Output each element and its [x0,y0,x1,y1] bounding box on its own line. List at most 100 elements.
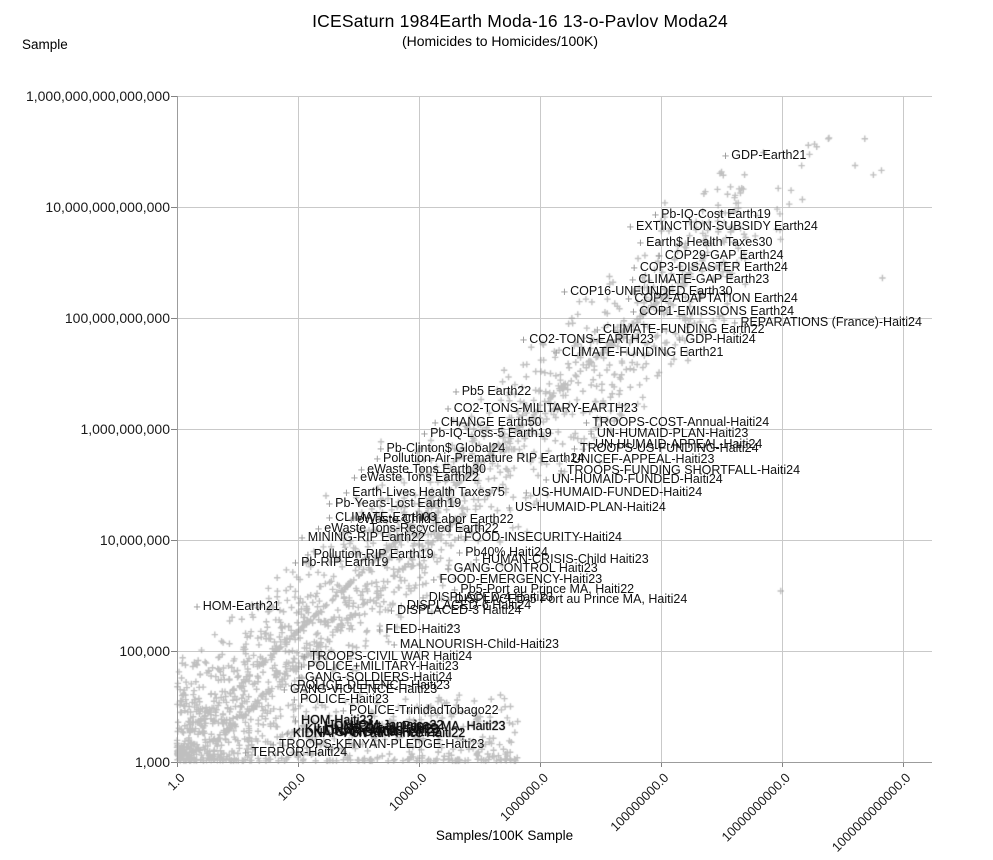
plus-marker: + [429,572,438,588]
plus-marker: + [626,218,635,234]
plus-marker: + [269,737,278,753]
plus-marker: + [295,669,304,685]
plus-marker: + [283,725,291,741]
plus-marker: + [630,260,638,276]
y-tick-label: 1,000,000,000,000,000 [25,88,170,104]
point-label: Pollution-Air-Premature RIP Earth24 [382,450,585,465]
plus-marker: + [347,511,356,527]
point-label: Earth$ Health Taxes30 [646,235,773,250]
plus-marker: + [560,283,569,299]
x-tick-mark [903,762,904,767]
plus-marker: + [342,484,351,500]
y-tick-mark [171,96,177,97]
point-label: COP29-GAP Earth24 [664,248,784,263]
plus-marker: + [280,681,289,697]
point-label: MINING-RIP Earth22 [307,529,425,544]
point-label: CLIMATE-FUNDING Earth22 [603,321,765,336]
plus-marker: + [297,659,306,675]
y-tick-label: 100,000 [119,643,170,659]
point-label: Pb5 Earth22 [461,384,532,399]
plus-marker: + [542,472,550,488]
point-label: Pollution-RIP Earth19 [313,546,434,561]
point-label: Pb-Clinton$ Global24 [386,440,506,455]
plus-marker: + [315,718,323,734]
y-tick-mark [171,651,177,652]
point-label: DISPLACED-5 Port au Prince MA, Haiti24 [454,591,688,606]
point-label: CO2-TONS-EARTH23 [529,332,654,347]
plus-marker: + [291,554,300,570]
point-label: eWaste Tons Earth30 [367,462,486,477]
point-label: DISPLACED-4 Haiti23 [428,590,554,605]
plus-marker: + [397,597,405,613]
point-label: UNICEF-APPEAL-Haiti23 [572,452,715,467]
point-label: Pb-IQ-Loss-5 Earth19 [430,426,552,441]
point-label: CLIMATE-FUNDING Earth21 [561,345,724,360]
plus-marker: + [450,581,459,597]
point-label: POLICE-TrinidadTobago22 [348,702,499,717]
point-label: COP16-UNFUNDED Earth30 [570,283,733,298]
point-label: FOOD-INSECURITY-Haiti24 [464,529,622,544]
plus-marker: + [629,303,638,319]
point-label: UN-HUMAID-PLAN-Haiti23 [596,426,749,441]
x-axis-line [177,762,932,763]
x-tick-mark [177,762,178,767]
plus-marker: + [593,321,602,337]
plus-marker: + [519,332,528,348]
y-tick-label: 10,000,000 [99,532,170,548]
plus-marker: + [339,702,348,718]
point-label: HOM-Haiti23 [301,712,374,727]
plus-marker: + [325,509,334,525]
plus-marker: + [587,426,595,442]
point-label: GDP-Haiti24 [685,332,756,347]
plus-marker: + [522,484,531,500]
plus-marker: + [721,147,730,163]
point-label: HUMAN-CRISIS-Child Haiti23 [482,551,649,566]
point-label: EXTINCTION-SUBSIDY Earth24 [636,218,818,233]
point-label: COP1-EMISSIONS Earth24 [639,303,795,318]
point-label: GDP-Earth21 [731,147,807,162]
plus-marker: + [304,723,312,739]
point-label: POLICE-DEFENCE-Haiti23 [297,678,450,693]
point-label: HOM-Jamaica22 [349,717,444,732]
y-tick-mark [171,762,177,763]
point-label: Earth-Lives Health Taxes75 [352,484,505,499]
y-axis-line [177,96,178,763]
plus-marker: + [291,712,300,728]
plus-marker: + [651,207,660,223]
point-label: Pb-IQ-Cost Earth19 [661,207,771,222]
plus-marker: + [624,290,633,306]
plus-marker: + [582,414,591,430]
point-label: KILLINGS-Gang-Haiti23 [305,721,440,736]
plus-marker: + [655,248,664,264]
plus-marker: + [377,440,385,456]
plus-marker: + [295,721,304,737]
point-label: Pb-Years-Lost Earth19 [335,496,462,511]
point-label: POLICE-Haiti23 [299,692,389,707]
point-label: HOM-Port au Prince MA, Haiti23 [324,718,506,733]
plus-marker: + [505,499,514,515]
plus-marker: + [675,332,684,348]
point-label: FOOD-EMERGENCY-Haiti23 [439,572,603,587]
plus-marker: + [730,315,739,331]
plus-marker: + [357,462,366,478]
point-label: TROOPS-KENYAN-PLEDGE-Haiti23 [278,737,485,752]
point-label: TERROR-Haiti24 [251,745,348,760]
point-label: COP2-ADAPTATION Earth24 [634,290,798,305]
y-tick-label: 10,000,000,000,000 [45,199,170,215]
y-tick-label: 100,000,000,000 [64,310,170,326]
point-label: COP3-DISASTER Earth24 [639,260,788,275]
point-label: UN-HUMAID-APPEAL-Haiti24 [594,437,763,452]
plus-marker: + [290,692,299,708]
point-label: Pb40% Haiti24 [465,544,548,559]
point-label: HOM-Earth21 [202,599,280,614]
point-label: KIDNAP-Haiti23 [313,723,404,738]
plus-marker: + [444,400,452,416]
plus-marker: + [287,678,296,694]
y-tick-mark [171,207,177,208]
point-label: GANG-CONTROL Haiti23 [453,561,598,576]
plus-marker: + [455,544,464,560]
plus-marker: + [420,426,429,442]
